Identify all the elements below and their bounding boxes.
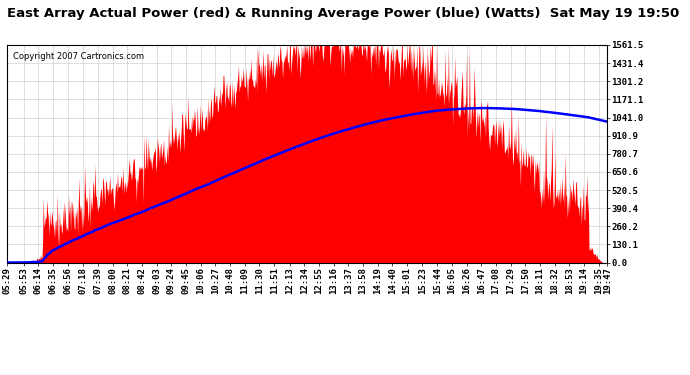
Text: Copyright 2007 Cartronics.com: Copyright 2007 Cartronics.com — [13, 51, 144, 60]
Text: East Array Actual Power (red) & Running Average Power (blue) (Watts)  Sat May 19: East Array Actual Power (red) & Running … — [7, 8, 679, 21]
